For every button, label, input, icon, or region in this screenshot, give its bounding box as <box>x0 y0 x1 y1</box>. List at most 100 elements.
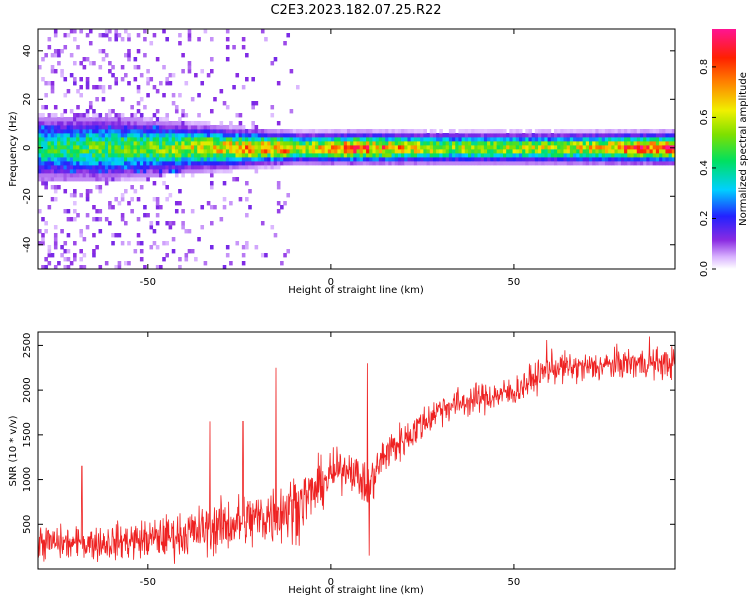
spectrogram-cell <box>315 149 319 154</box>
spectrogram-cell <box>257 165 262 170</box>
spectrogram-cell <box>63 165 68 170</box>
spectrogram-cell <box>174 121 179 126</box>
colorbar: 0.00.20.40.60.8 Normalized spectral ampl… <box>699 29 749 277</box>
spectrogram-cell <box>331 157 335 162</box>
spectrogram-cell <box>245 149 249 154</box>
spectrogram-cell <box>149 121 154 126</box>
spectrogram-cell <box>197 133 201 138</box>
spectrogram-cell <box>139 73 144 78</box>
spectrogram-cell <box>197 125 201 130</box>
spectrogram-cell <box>98 265 103 270</box>
spectrogram-cell <box>101 177 106 182</box>
spectrogram-cell <box>515 133 520 138</box>
spectrogram-cell <box>66 137 71 142</box>
spectrogram-cell <box>458 137 462 142</box>
spectrogram-cell <box>50 137 55 142</box>
spectrogram-cell <box>47 245 52 250</box>
spectrogram-cell <box>152 33 157 38</box>
spectrogram-cell <box>483 149 488 154</box>
spectrogram-cell <box>442 141 447 146</box>
spectrogram-cell <box>92 157 96 162</box>
spectrogram-cell <box>181 133 185 138</box>
spectrogram-cell <box>557 129 561 134</box>
spectrogram-cell <box>340 137 345 142</box>
spectrogram-cell <box>359 145 364 150</box>
spectrogram-cell <box>404 149 408 154</box>
spectrogram-cell <box>576 137 580 142</box>
spectrogram-cell <box>85 121 90 126</box>
spectrogram-cell <box>194 73 198 78</box>
spectrogram-cell <box>334 161 338 166</box>
spectrogram-cell <box>467 153 472 158</box>
spectrogram-cell <box>209 57 214 62</box>
spectrogram-cell <box>225 145 230 150</box>
spectrogram-cell <box>203 149 208 154</box>
spectrogram-cell <box>671 153 676 158</box>
spectrogram-cell <box>229 133 233 138</box>
spectrogram-cell <box>286 133 291 138</box>
spectrogram-cell <box>73 257 77 262</box>
spectrogram-cell <box>553 145 558 150</box>
spectrogram-cell <box>375 149 380 154</box>
spectrogram-cell <box>171 141 176 146</box>
spectrogram-cell <box>340 157 345 162</box>
spectrogram-cell <box>557 157 561 162</box>
spectrogram-cell <box>130 105 134 110</box>
spectrogram-cell <box>614 161 619 166</box>
spectrogram-cell <box>369 141 373 146</box>
spectrogram-cell <box>143 105 147 110</box>
spectrogram-cell <box>569 157 574 162</box>
spectrogram-cell <box>646 133 650 138</box>
spectrogram-cell <box>60 49 64 54</box>
spectrogram-cell <box>350 129 354 134</box>
spectrogram-cell <box>627 145 631 150</box>
spectrogram-cell <box>174 133 179 138</box>
spectrogram-cell <box>251 121 255 126</box>
spectrogram-cell <box>66 257 71 262</box>
spectrogram-cell <box>483 129 488 134</box>
spectrogram-cell <box>471 145 475 150</box>
spectrogram-cell <box>292 137 297 142</box>
spectrogram-cell <box>50 81 55 86</box>
spectrogram-cell <box>73 177 77 182</box>
spectrogram-cell <box>311 133 316 138</box>
spectrogram-cell <box>85 197 90 202</box>
spectrogram-cell <box>168 221 173 226</box>
spectrogram-cell <box>652 133 657 138</box>
spectrogram-cell <box>506 145 510 150</box>
spectrogram-cell <box>391 141 396 146</box>
spectrogram-cell <box>461 157 466 162</box>
spectrogram-cell <box>324 161 329 166</box>
spectrogram-cell <box>155 109 160 114</box>
spectrogram-cell <box>432 149 437 154</box>
spectrogram-cell <box>480 153 485 158</box>
spectrogram-cell <box>95 153 99 158</box>
spectrogram-cell <box>63 169 68 174</box>
spectrogram-cell <box>241 165 246 170</box>
spectrogram-cell <box>283 253 287 258</box>
spectrogram-cell <box>639 145 644 150</box>
spectrogram-cell <box>324 145 329 150</box>
spectrogram-cell <box>187 121 192 126</box>
spectrogram-cell <box>73 173 77 178</box>
spectrogram-cell <box>130 165 134 170</box>
spectrogram-cell <box>241 161 246 166</box>
spectrogram-cell <box>372 141 377 146</box>
spectrogram-cell <box>79 141 83 146</box>
spectrogram-cell <box>324 157 329 162</box>
spectrogram-cell <box>518 129 523 134</box>
spectrogram-cell <box>85 165 90 170</box>
spectrogram-cell <box>216 157 220 162</box>
spectrogram-cell <box>213 97 217 102</box>
spectrogram-cell <box>108 149 112 154</box>
spectrogram-cell <box>98 177 103 182</box>
spectrogram-cell <box>518 149 523 154</box>
spectrogram-cell <box>44 181 48 186</box>
spectrogram-cell <box>206 149 211 154</box>
spectrogram-cell <box>299 149 303 154</box>
spectrogram-cell <box>162 125 166 130</box>
spectrogram-cell <box>79 233 83 238</box>
spectrogram-cell <box>318 149 322 154</box>
spectrogram-cell <box>464 141 469 146</box>
